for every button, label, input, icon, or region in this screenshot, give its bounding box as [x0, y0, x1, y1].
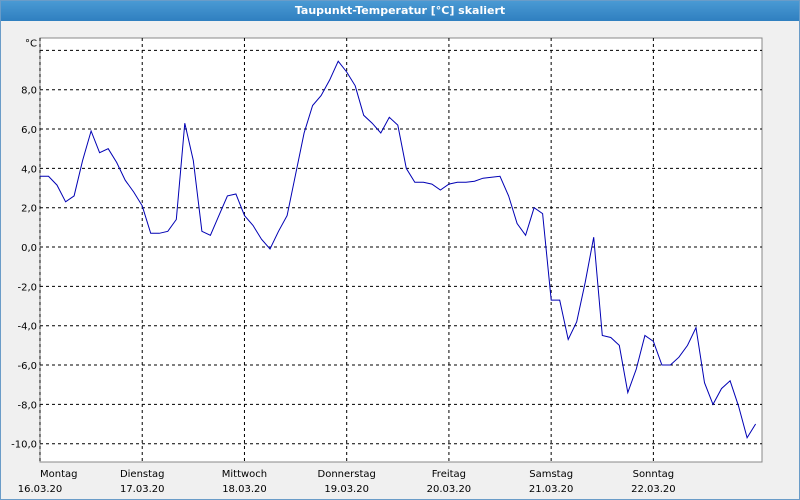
x-tick-label: 20.03.20 — [427, 484, 472, 495]
x-tick-day: Freitag — [432, 469, 466, 480]
x-tick-day: Donnerstag — [318, 469, 376, 480]
y-tick-label: °C — [25, 38, 37, 49]
x-tick-label: 16.03.20 — [18, 484, 63, 495]
plot-area — [39, 37, 763, 463]
y-tick-label: 2,0 — [21, 204, 37, 215]
x-tick-day: Dienstag — [120, 469, 165, 480]
x-tick-day: Mittwoch — [222, 469, 267, 480]
title-bar: Taupunkt-Temperatur [°C] skaliert — [1, 1, 799, 21]
y-tick-label: -6,0 — [17, 361, 37, 372]
y-tick-label: 8,0 — [21, 86, 37, 97]
y-tick-label: 6,0 — [21, 125, 37, 136]
x-tick-label: 19.03.20 — [324, 484, 369, 495]
x-tick-label: 22.03.20 — [631, 484, 676, 495]
x-tick-day: Montag — [40, 469, 77, 480]
y-tick-label: -10,0 — [11, 440, 37, 451]
y-tick-label: 0,0 — [21, 243, 37, 254]
data-line — [40, 60, 757, 440]
x-tick-label: 17.03.20 — [120, 484, 165, 495]
y-tick-label: 4,0 — [21, 164, 37, 175]
chart: -10,0 -8,0 -6,0 -4,0 -2,0 0,0 2,0 4,0 6,0 8,0 °C Mo… — [11, 37, 763, 495]
y-tick-label: -2,0 — [17, 282, 37, 293]
x-tick-label: 21.03.20 — [529, 484, 574, 495]
y-tick-label: -4,0 — [17, 322, 37, 333]
x-tick-day: Sonntag — [633, 469, 675, 480]
x-tick-day: Samstag — [529, 469, 573, 480]
y-tick-label: -8,0 — [17, 400, 37, 411]
x-tick-label: 18.03.20 — [222, 484, 267, 495]
